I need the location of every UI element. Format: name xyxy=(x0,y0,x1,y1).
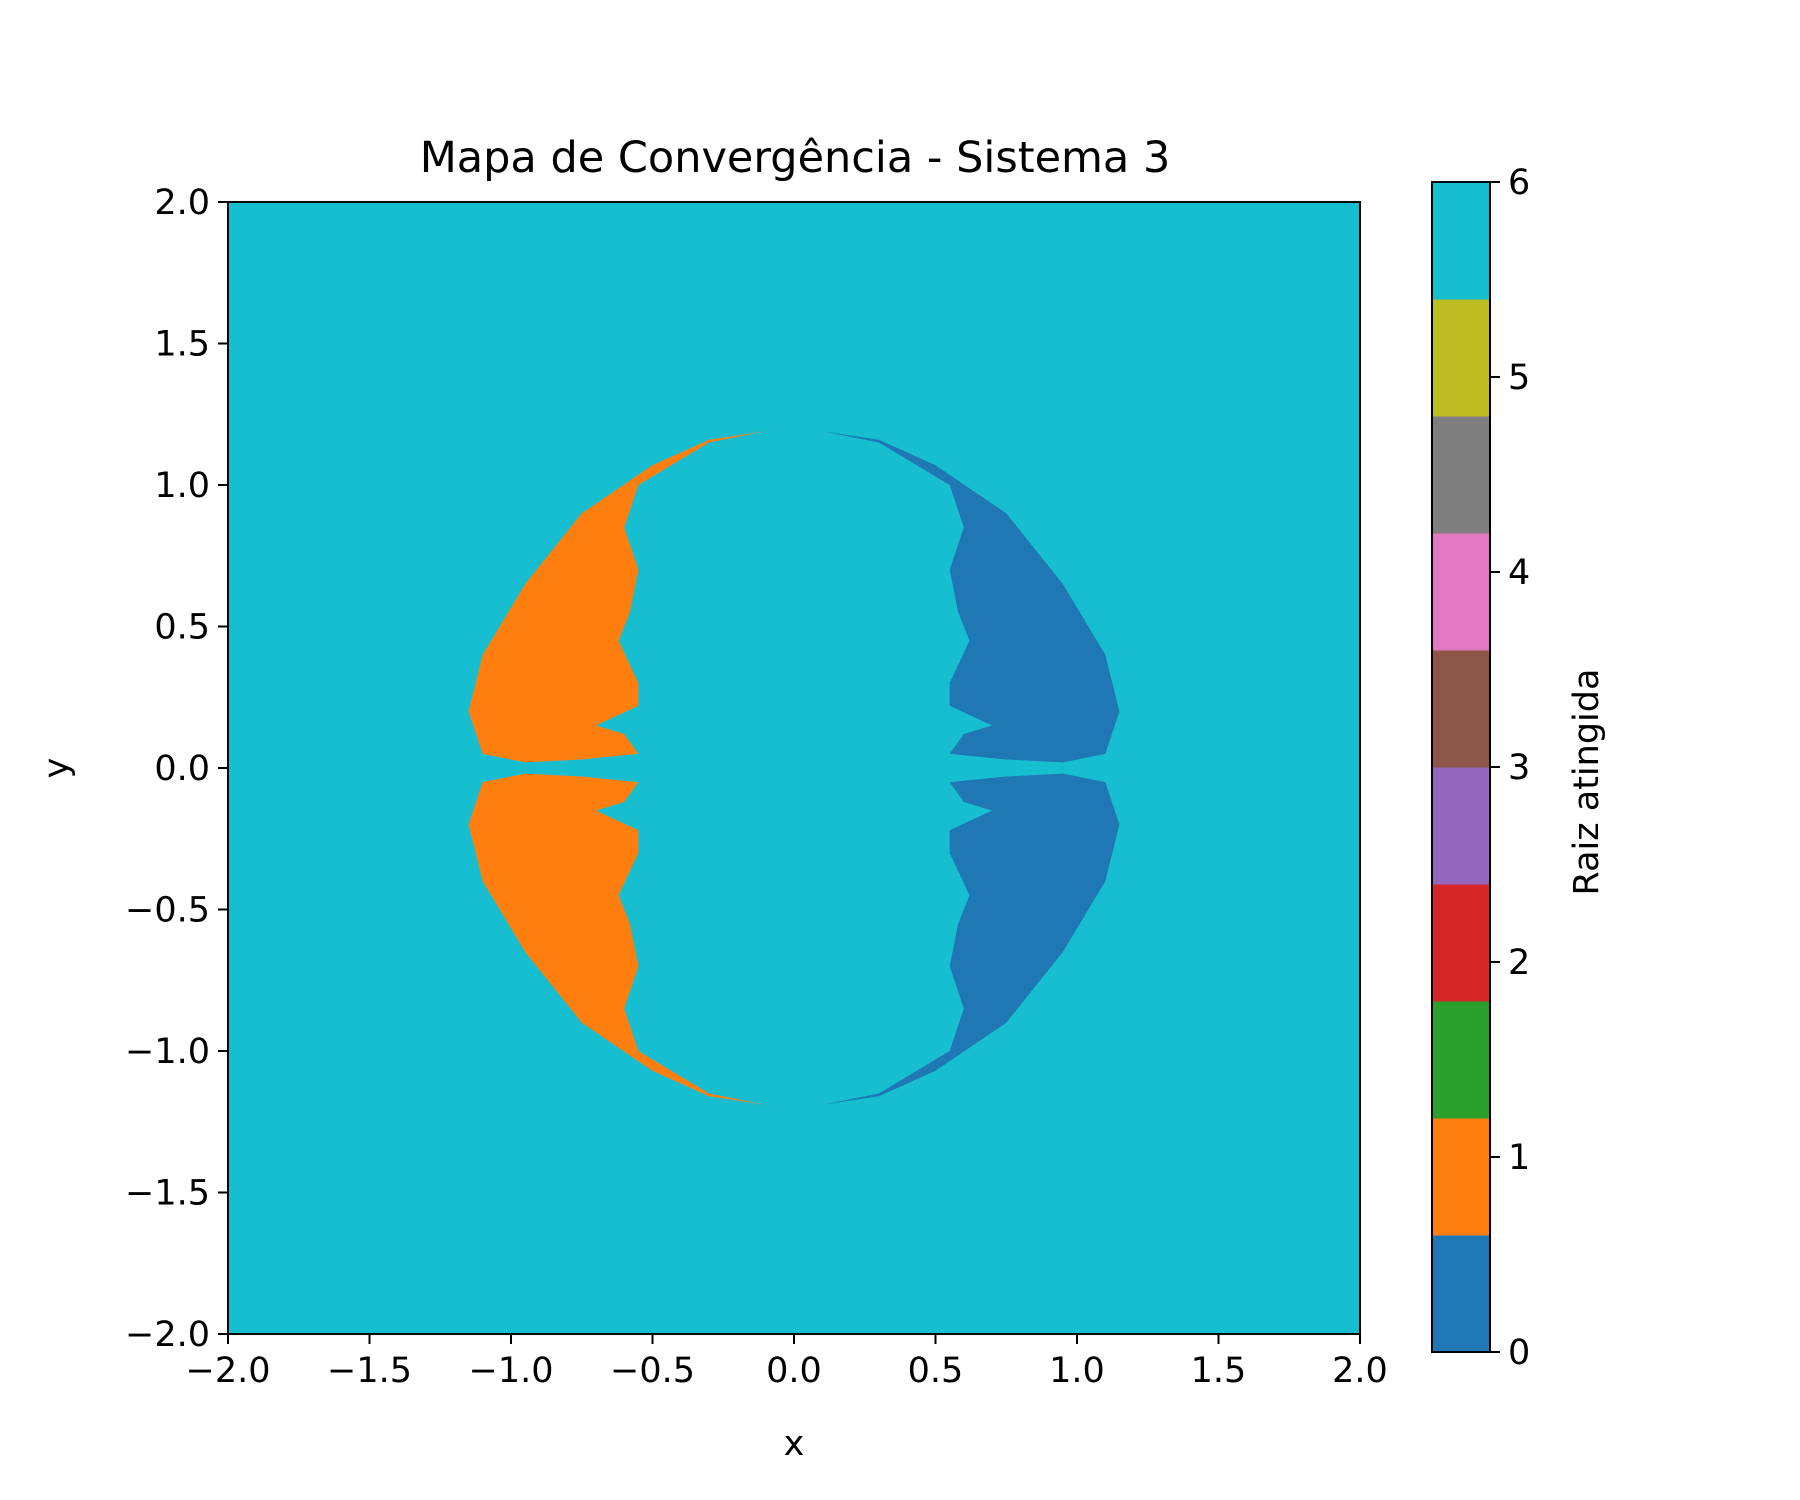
y-tick-label: 2.0 xyxy=(154,183,210,223)
colorbar-label: Raiz atingida xyxy=(1567,669,1607,896)
x-tick-label: −1.0 xyxy=(469,1351,554,1391)
colorbar-tick-label: 4 xyxy=(1508,553,1530,593)
colorbar-segment xyxy=(1432,1235,1490,1353)
x-tick-label: −1.5 xyxy=(327,1351,412,1391)
y-axis-label: y xyxy=(37,758,77,779)
plot-area xyxy=(227,201,1361,1335)
y-tick-label: 0.5 xyxy=(154,608,210,648)
colorbar-segment xyxy=(1432,884,1490,1002)
y-tick-label: 0.0 xyxy=(154,749,210,789)
y-tick-label: −2.0 xyxy=(125,1315,210,1355)
y-tick-label: −1.0 xyxy=(125,1032,210,1072)
colorbar xyxy=(1431,181,1491,1353)
colorbar-tick-label: 5 xyxy=(1508,358,1530,398)
colorbar-segment xyxy=(1432,299,1490,417)
chart-title: Mapa de Convergência - Sistema 3 xyxy=(420,133,1171,183)
y-tick-label: −0.5 xyxy=(125,891,210,931)
colorbar-segment xyxy=(1432,1001,1490,1119)
root-0-region-upper xyxy=(822,431,1120,763)
x-axis-ticks: −2.0 −1.5 −1.0 −0.5 0.0 0.5 1.0 1.5 2.0 xyxy=(186,1334,1388,1391)
colorbar-segment xyxy=(1432,650,1490,768)
colorbar-tick-label: 0 xyxy=(1508,1333,1530,1373)
x-tick-label: 1.5 xyxy=(1191,1351,1247,1391)
y-axis-ticks: −2.0 −1.5 −1.0 −0.5 0.0 0.5 1.0 1.5 2.0 xyxy=(125,183,228,1355)
y-tick-label: −1.5 xyxy=(125,1174,210,1214)
colorbar-segment xyxy=(1432,1118,1490,1236)
x-tick-label: −2.0 xyxy=(186,1351,271,1391)
colorbar-segment xyxy=(1432,533,1490,651)
x-tick-label: 0.0 xyxy=(766,1351,822,1391)
colorbar-segment xyxy=(1432,182,1490,300)
y-tick-label: 1.5 xyxy=(154,325,210,365)
root-regions xyxy=(468,431,1120,1105)
root-1-region-upper xyxy=(468,431,766,763)
colorbar-tick-label: 2 xyxy=(1508,943,1530,983)
root-0-region-lower xyxy=(822,773,1120,1105)
colorbar-tick-label: 1 xyxy=(1508,1138,1530,1178)
x-tick-label: 1.0 xyxy=(1049,1351,1105,1391)
y-tick-label: 1.0 xyxy=(154,466,210,506)
x-tick-label: −0.5 xyxy=(610,1351,695,1391)
colorbar-segment xyxy=(1432,767,1490,885)
root-1-region-lower xyxy=(468,773,766,1105)
colorbar-ticks: 0 1 2 3 4 5 6 xyxy=(1490,163,1530,1373)
x-axis-label: x xyxy=(784,1424,805,1464)
colorbar-segment xyxy=(1432,416,1490,534)
x-tick-label: 2.0 xyxy=(1332,1351,1388,1391)
colorbar-tick-label: 6 xyxy=(1508,163,1530,203)
background-region xyxy=(228,202,1360,1334)
x-tick-label: 0.5 xyxy=(908,1351,964,1391)
colorbar-tick-label: 3 xyxy=(1508,748,1530,788)
